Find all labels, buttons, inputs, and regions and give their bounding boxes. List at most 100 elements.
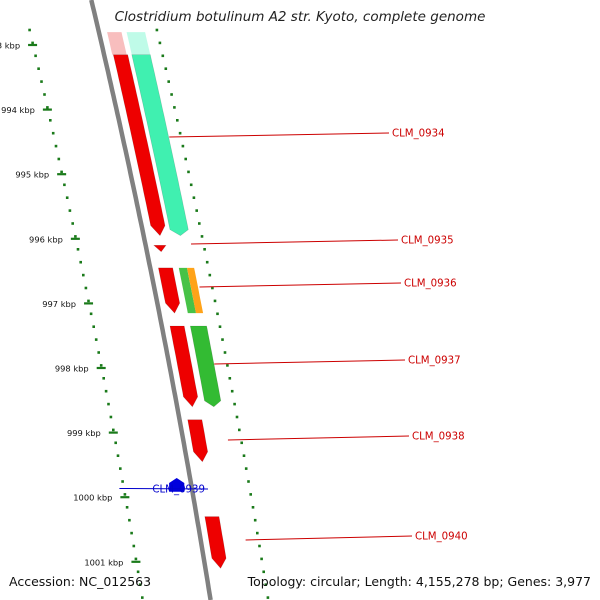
minor-tick — [49, 119, 52, 122]
gene-label: CLM_0937 — [408, 356, 461, 367]
function-arrow-clm-0937 — [189, 325, 222, 408]
minor-tick — [99, 364, 103, 367]
minor-tick — [89, 312, 93, 316]
outer-tick-ruler — [155, 28, 270, 599]
minor-tick — [97, 351, 100, 354]
minor-tick — [76, 248, 80, 251]
tick-label: 1001 kbp — [84, 557, 123, 567]
minor-tick — [112, 428, 115, 432]
minor-tick — [104, 389, 108, 393]
minor-tick — [51, 131, 55, 135]
minor-tick — [46, 106, 49, 109]
minor-tick — [54, 144, 58, 148]
minor-tick — [40, 80, 43, 83]
gene-label-leader — [245, 535, 413, 541]
minor-tick — [223, 351, 227, 354]
minor-tick — [213, 299, 217, 303]
gene-label: CLM_0934 — [392, 129, 445, 140]
minor-tick — [218, 325, 222, 328]
gene-label-leader — [119, 488, 209, 490]
minor-tick — [123, 493, 127, 496]
tick-label: 997 kbp — [42, 299, 76, 309]
minor-tick — [242, 454, 246, 457]
cds-arrow-clm-0935 — [152, 245, 167, 253]
genome-backbone — [89, 0, 213, 600]
minor-tick — [125, 506, 129, 509]
minor-tick — [244, 467, 248, 470]
minor-tick — [187, 170, 190, 174]
minor-tick — [134, 557, 138, 561]
minor-tick — [92, 325, 95, 328]
minor-tick — [128, 518, 131, 522]
minor-tick — [130, 531, 133, 535]
function-block — [126, 32, 151, 55]
tick-label: 998 kbp — [55, 364, 89, 374]
accession-text: Accession: NC_012563 — [9, 574, 152, 589]
function-block-clm-0936 — [178, 267, 196, 314]
gene-label-leader — [227, 435, 410, 441]
minor-tick — [82, 273, 85, 277]
minor-tick — [119, 467, 122, 470]
minor-tick — [107, 402, 110, 406]
minor-tick — [138, 583, 142, 586]
cds-arrow-clm-0939 — [169, 478, 185, 492]
minor-tick — [161, 54, 165, 58]
minor-tick — [240, 441, 243, 445]
gene-label: CLM_0940 — [415, 532, 468, 543]
minor-tick — [121, 480, 124, 483]
minor-tick — [251, 506, 255, 509]
minor-tick — [84, 286, 88, 290]
minor-tick — [173, 106, 176, 109]
minor-tick — [74, 235, 77, 238]
minor-tick — [65, 196, 69, 199]
minor-tick — [79, 260, 82, 264]
minor-tick — [230, 389, 234, 393]
minor-tick — [211, 286, 214, 290]
minor-tick — [155, 28, 159, 32]
minor-tick — [34, 54, 37, 58]
gene-label: CLM_0935 — [401, 236, 454, 247]
tick-label: 994 kbp — [1, 105, 35, 115]
minor-tick — [178, 131, 182, 135]
minor-tick — [192, 196, 196, 199]
tick-label: 996 kbp — [29, 234, 63, 244]
minor-tick — [208, 273, 212, 277]
minor-tick — [43, 93, 46, 96]
gene-label: CLM_0938 — [412, 432, 465, 443]
function-block-clm-0936-b — [187, 267, 204, 314]
minor-tick — [136, 570, 140, 574]
minor-tick — [247, 480, 250, 483]
minor-tick — [249, 493, 252, 496]
genome-summary-text: Topology: circular; Length: 4,155,278 bp… — [247, 574, 591, 589]
minor-tick — [221, 338, 224, 341]
minor-tick — [60, 170, 63, 174]
cds-arrow-clm-0940 — [204, 516, 227, 569]
tick-label: 993 kbp — [0, 41, 20, 51]
minor-tick — [94, 338, 98, 341]
inner-tick-ruler — [28, 28, 144, 599]
minor-tick — [198, 222, 201, 225]
minor-tick — [158, 41, 162, 45]
gene-label-leader — [199, 282, 402, 288]
gene-label-leader — [191, 239, 399, 245]
function-arrow-clm-0934 — [131, 54, 189, 236]
minor-tick — [68, 209, 72, 212]
cds-arrow-clm-0938 — [187, 419, 209, 463]
cds-arrow-clm-0937 — [169, 325, 199, 408]
cds-arrow-clm-0934 — [112, 54, 166, 237]
minor-tick — [262, 570, 265, 574]
gene-label: CLM_0939 — [152, 485, 205, 496]
minor-tick — [238, 428, 241, 432]
minor-tick — [258, 544, 261, 548]
tick-label: 999 kbp — [67, 428, 101, 438]
minor-tick — [63, 183, 66, 187]
minor-tick — [57, 157, 61, 161]
cds-arrow-clm-0936 — [158, 267, 181, 314]
minor-tick — [226, 364, 229, 367]
minor-tick — [189, 183, 193, 187]
minor-tick — [200, 235, 204, 238]
minor-tick — [195, 209, 198, 212]
minor-tick — [266, 596, 270, 599]
